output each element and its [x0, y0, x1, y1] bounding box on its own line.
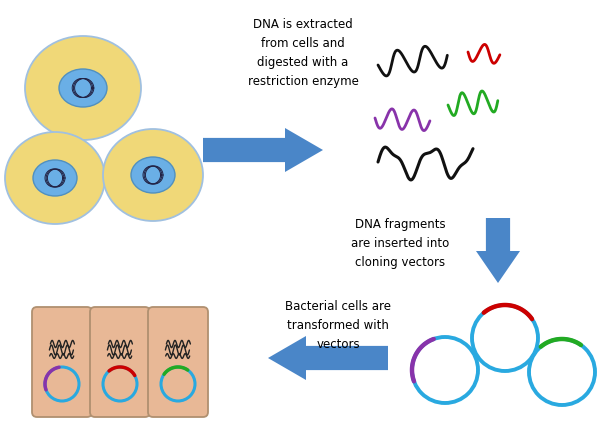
Ellipse shape — [59, 69, 107, 107]
FancyBboxPatch shape — [32, 307, 92, 417]
Ellipse shape — [33, 160, 77, 196]
Ellipse shape — [25, 36, 141, 140]
Text: DNA is extracted
from cells and
digested with a
restriction enzyme: DNA is extracted from cells and digested… — [248, 18, 358, 88]
FancyBboxPatch shape — [90, 307, 150, 417]
Polygon shape — [268, 336, 388, 380]
Ellipse shape — [131, 157, 175, 193]
Text: Bacterial cells are
transformed with
vectors: Bacterial cells are transformed with vec… — [285, 300, 391, 351]
Polygon shape — [476, 218, 520, 283]
Ellipse shape — [103, 129, 203, 221]
Ellipse shape — [5, 132, 105, 224]
Text: DNA fragments
are inserted into
cloning vectors: DNA fragments are inserted into cloning … — [351, 218, 449, 269]
FancyBboxPatch shape — [148, 307, 208, 417]
Polygon shape — [203, 128, 323, 172]
